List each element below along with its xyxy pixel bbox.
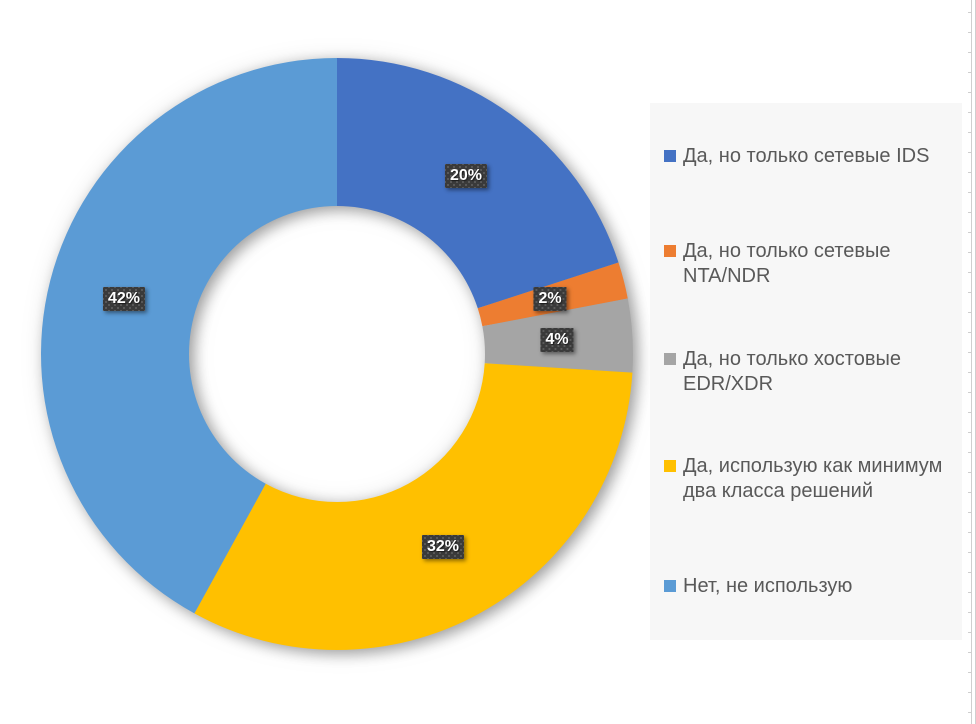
legend-swatch-icon — [664, 459, 676, 472]
worksheet-gridline-tick — [968, 212, 972, 213]
data-label: 32% — [422, 535, 464, 559]
worksheet-gridline-tick — [968, 532, 972, 533]
worksheet-gridline-tick — [968, 632, 972, 633]
legend-item: Да, использую как минимум два класса реш… — [650, 425, 962, 532]
donut-slice-3 — [194, 363, 633, 651]
legend-item-label: Да, но только хостовые EDR/XDR — [683, 347, 901, 395]
worksheet-gridline-tick — [968, 552, 972, 553]
legend-swatch-icon — [664, 352, 676, 365]
worksheet-gridline-tick — [968, 492, 972, 493]
legend-item: Да, но только сетевые NTA/NDR — [650, 210, 962, 317]
worksheet-gridline-tick — [968, 312, 972, 313]
legend-item: Да, но только сетевые IDS — [650, 103, 962, 210]
legend-item-label: Да, использую как минимум два класса реш… — [683, 454, 943, 502]
data-label: 20% — [445, 164, 487, 188]
worksheet-gridline-tick — [968, 152, 972, 153]
legend-item: Нет, не использую — [650, 533, 962, 640]
worksheet-gridline-tick — [968, 232, 972, 233]
worksheet-gridline-tick — [968, 712, 972, 713]
worksheet-gridline-tick — [968, 652, 972, 653]
worksheet-gridline-tick — [968, 292, 972, 293]
legend-swatch-icon — [664, 245, 676, 258]
data-label: 4% — [540, 328, 573, 352]
worksheet-edge-line — [971, 0, 972, 724]
worksheet-gridline-tick — [968, 172, 972, 173]
worksheet-gridline-tick — [968, 132, 972, 133]
worksheet-gridline-tick — [968, 672, 972, 673]
worksheet-gridline-tick — [968, 692, 972, 693]
data-label: 2% — [533, 287, 566, 311]
worksheet-gridline-tick — [968, 452, 972, 453]
legend-item-label: Да, но только сетевые IDS — [683, 145, 930, 168]
worksheet-gridline-tick — [968, 572, 972, 573]
worksheet-gridline-tick — [968, 612, 972, 613]
worksheet-gridline-tick — [968, 112, 972, 113]
worksheet-gridline-tick — [968, 72, 972, 73]
worksheet-gridline-tick — [968, 272, 972, 273]
worksheet-gridline-tick — [968, 592, 972, 593]
legend-swatch-icon — [664, 150, 676, 163]
worksheet-gridline-tick — [968, 12, 972, 13]
donut-slice-4 — [40, 58, 337, 614]
worksheet-gridline-tick — [968, 432, 972, 433]
worksheet-gridline-tick — [968, 192, 972, 193]
worksheet-gridline-tick — [968, 392, 972, 393]
worksheet-gridline-tick — [968, 52, 972, 53]
worksheet-gridline-tick — [968, 372, 972, 373]
legend-item: Да, но только хостовые EDR/XDR — [650, 318, 962, 425]
legend-item-label: Да, но только сетевые NTA/NDR — [683, 240, 891, 288]
worksheet-gridline-tick — [968, 512, 972, 513]
legend-item-label: Нет, не использую — [683, 574, 853, 597]
worksheet-gridline-tick — [968, 32, 972, 33]
chart-legend: Да, но только сетевые IDS Да, но только с… — [650, 103, 962, 640]
worksheet-gridline-tick — [968, 412, 972, 413]
data-label: 42% — [103, 287, 145, 311]
worksheet-gridline-tick — [968, 92, 972, 93]
worksheet-gridline-tick — [968, 332, 972, 333]
worksheet-gridline-tick — [968, 472, 972, 473]
worksheet-gridline-tick — [968, 252, 972, 253]
legend-swatch-icon — [664, 579, 676, 592]
donut-slices — [40, 58, 634, 651]
worksheet-gridline-tick — [968, 352, 972, 353]
